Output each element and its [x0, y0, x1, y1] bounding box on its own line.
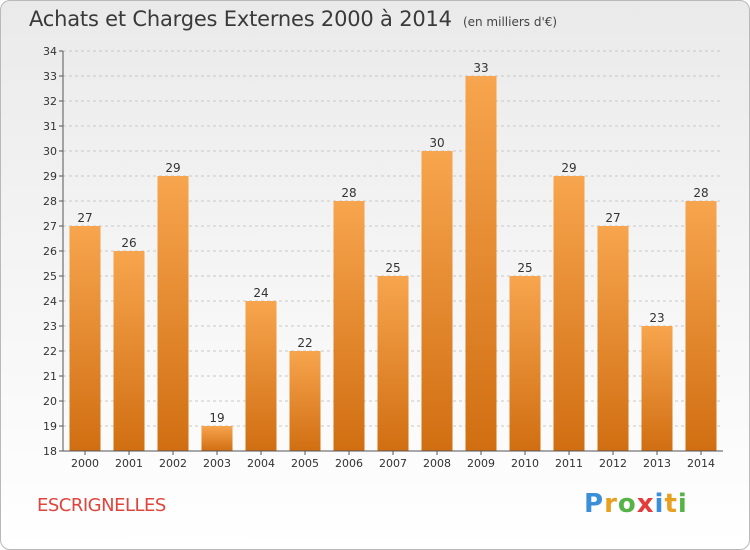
logo-letter: r	[604, 489, 618, 519]
logo-letter: o	[617, 489, 637, 519]
value-label-2011: 29	[561, 161, 576, 175]
y-tick-label: 18	[43, 445, 57, 458]
value-label-2001: 26	[121, 236, 136, 250]
x-tick-label-2001: 2001	[115, 457, 143, 470]
bar-2008	[421, 151, 453, 451]
value-label-2002: 29	[165, 161, 180, 175]
value-label-2009: 33	[473, 61, 488, 75]
logo-letter: x	[636, 489, 655, 519]
bar-2003	[201, 426, 233, 451]
y-tick-label: 31	[43, 120, 57, 133]
bar-2012	[597, 226, 629, 451]
place-name: ESCRIGNELLES	[37, 495, 166, 516]
value-label-2003: 19	[209, 411, 224, 425]
bar-2006	[333, 201, 365, 451]
chart-subtitle: (en milliers d'€)	[462, 15, 558, 29]
y-tick-label: 34	[43, 45, 57, 58]
y-tick-label: 23	[43, 320, 57, 333]
x-tick-label-2014: 2014	[687, 457, 715, 470]
bars: 27 26 29 19 24 22 28 25 30 33 25 29 27 23 28	[69, 61, 717, 451]
y-tick-label: 21	[43, 370, 57, 383]
y-tick-label: 28	[43, 195, 57, 208]
logo-letter: t	[664, 489, 678, 519]
axes: 18 19 20 21 22 23 24 25 26 27 28 29 30 31 32 33 34 2000 20…	[43, 45, 723, 470]
y-tick-label: 19	[43, 420, 57, 433]
logo-letter: i	[677, 489, 688, 519]
x-tick-label-2011: 2011	[555, 457, 583, 470]
bar-2011	[553, 176, 585, 451]
chart-title: Achats et Charges Externes 2000 à 2014	[29, 7, 452, 31]
x-tick-label-2013: 2013	[643, 457, 671, 470]
y-tick-label: 33	[43, 70, 57, 83]
value-label-2013: 23	[649, 311, 664, 325]
proxiti-logo: Proxiti	[584, 489, 688, 519]
title-block: Achats et Charges Externes 2000 à 2014 (…	[29, 7, 557, 31]
bar-2010	[509, 276, 541, 451]
bar-2002	[157, 176, 189, 451]
bar-2004	[245, 301, 277, 451]
value-label-2005: 22	[297, 336, 312, 350]
y-tick-label: 25	[43, 270, 57, 283]
x-tick-label-2006: 2006	[335, 457, 363, 470]
x-tick-label-2003: 2003	[203, 457, 231, 470]
bar-2014	[685, 201, 717, 451]
y-tick-label: 29	[43, 170, 57, 183]
value-label-2004: 24	[253, 286, 268, 300]
bar-2007	[377, 276, 409, 451]
bar-2001	[113, 251, 145, 451]
y-tick-label: 26	[43, 245, 57, 258]
logo-letter: i	[654, 489, 665, 519]
bar-2000	[69, 226, 101, 451]
x-tick-label-2004: 2004	[247, 457, 275, 470]
bar-2009	[465, 76, 497, 451]
y-tick-label: 27	[43, 220, 57, 233]
bar-2005	[289, 351, 321, 451]
x-tick-label-2009: 2009	[467, 457, 495, 470]
x-tick-label-2010: 2010	[511, 457, 539, 470]
y-tick-label: 24	[43, 295, 57, 308]
y-tick-label: 22	[43, 345, 57, 358]
x-tick-label-2002: 2002	[159, 457, 187, 470]
value-label-2008: 30	[429, 136, 444, 150]
x-tick-label-2008: 2008	[423, 457, 451, 470]
value-label-2007: 25	[385, 261, 400, 275]
logo-letter: P	[584, 489, 605, 519]
value-label-2006: 28	[341, 186, 356, 200]
value-label-2010: 25	[517, 261, 532, 275]
bar-2013	[641, 326, 673, 451]
x-tick-label-2000: 2000	[71, 457, 99, 470]
y-tick-label: 20	[43, 395, 57, 408]
y-tick-label: 30	[43, 145, 57, 158]
value-label-2012: 27	[605, 211, 620, 225]
value-label-2014: 28	[693, 186, 708, 200]
x-tick-label-2012: 2012	[599, 457, 627, 470]
x-tick-label-2005: 2005	[291, 457, 319, 470]
y-tick-label: 32	[43, 95, 57, 108]
x-tick-label-2007: 2007	[379, 457, 407, 470]
value-label-2000: 27	[77, 211, 92, 225]
